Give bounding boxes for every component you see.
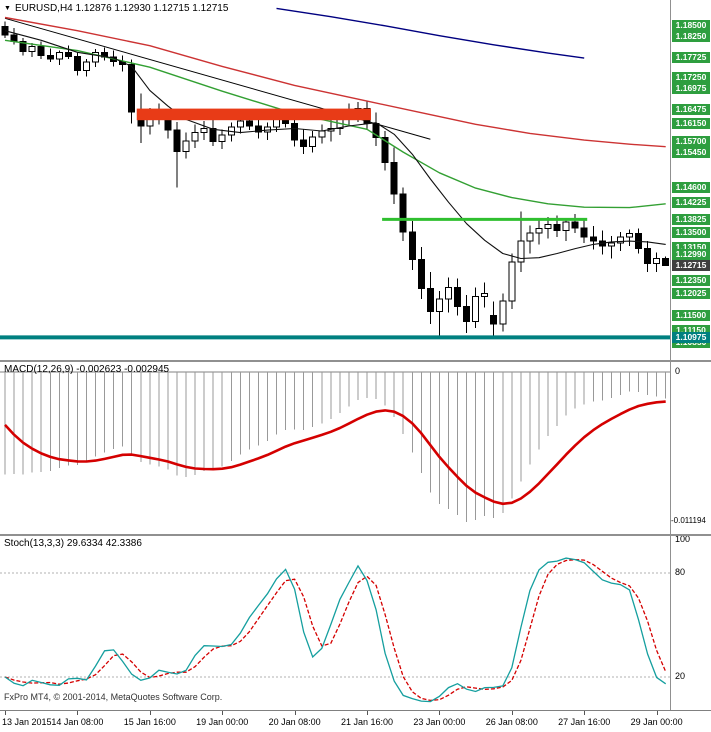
price-scale-label: 1.14225 xyxy=(672,197,710,209)
price-scale-label: 1.12990 xyxy=(672,248,710,260)
panel-splitter[interactable] xyxy=(0,534,711,536)
price-scale-label: 1.13150 xyxy=(672,241,710,253)
price-scale-label: 1.16975 xyxy=(672,83,710,95)
price-scale-divider xyxy=(670,0,671,710)
macd-panel: MACD(12,26,9) -0.002623 -0.002945 0 -0.0… xyxy=(0,362,711,534)
macd-scale-min: -0.011194 xyxy=(671,516,706,525)
time-axis-tick xyxy=(294,711,296,715)
time-axis-tick xyxy=(656,711,658,715)
price-scale-label: 1.15450 xyxy=(672,146,710,158)
price-chart-canvas[interactable] xyxy=(0,0,670,360)
time-axis-label: 29 Jan 00:00 xyxy=(630,717,683,727)
price-scale-label: 1.13500 xyxy=(672,227,710,239)
stochastic-canvas[interactable] xyxy=(0,536,670,710)
price-scale-label: 1.18250 xyxy=(672,30,710,42)
symbol-ohlc-text: EURUSD,H4 1.12876 1.12930 1.12715 1.1271… xyxy=(14,3,229,14)
time-axis-tick xyxy=(222,711,224,715)
time-axis-label: 26 Jan 08:00 xyxy=(485,717,538,727)
time-axis-tick xyxy=(439,711,441,715)
time-axis-tick xyxy=(367,711,368,715)
price-scale-label: 1.14600 xyxy=(672,181,710,193)
time-axis-label: 14 Jan 08:00 xyxy=(51,717,104,727)
time-axis-label: 19 Jan 00:00 xyxy=(196,717,249,727)
time-axis-label: 20 Jan 08:00 xyxy=(268,717,321,727)
price-scale-label: 1.12025 xyxy=(672,288,710,300)
chart-menu-marker-icon[interactable]: ▼ xyxy=(4,5,11,12)
price-scale-label: 1.16475 xyxy=(672,104,710,116)
price-scale-label: 1.16150 xyxy=(672,117,710,129)
stochastic-panel: Stoch(13,3,3) 29.6334 42.3386 100 80 20 … xyxy=(0,534,711,710)
level-price-label: 1.10975 xyxy=(672,331,710,343)
copyright-text: FxPro MT4, © 2001-2014, MetaQuotes Softw… xyxy=(4,692,223,702)
price-scale-label: 1.17725 xyxy=(672,52,710,64)
main-chart-panel: ▼ EURUSD,H4 1.12876 1.12930 1.12715 1.127… xyxy=(0,0,711,360)
time-axis-label: 23 Jan 00:00 xyxy=(413,717,466,727)
time-axis-label: 15 Jan 16:00 xyxy=(123,717,176,727)
price-scale-label: 1.15700 xyxy=(672,136,710,148)
stoch-scale-100: 100 xyxy=(675,534,691,544)
price-scale-label: 1.12350 xyxy=(672,275,710,286)
time-axis-tick xyxy=(511,711,513,715)
stoch-scale-80: 80 xyxy=(675,567,686,577)
time-axis-tick xyxy=(77,711,79,715)
stoch-scale-20: 20 xyxy=(675,671,686,681)
panel-splitter[interactable] xyxy=(0,360,711,362)
macd-scale-zero: 0 xyxy=(675,366,681,376)
chart-title: ▼ EURUSD,H4 1.12876 1.12930 1.12715 1.127… xyxy=(4,3,228,14)
price-scale-label: 1.13825 xyxy=(672,213,710,225)
time-axis-label: 13 Jan 2015 xyxy=(2,717,52,727)
price-scale-label: 1.11500 xyxy=(672,310,710,322)
price-scale[interactable]: 1.18500 1.18250 1.17725 1.17250 1.16975 1.164… xyxy=(0,0,711,360)
time-axis[interactable]: 13 Jan 2015 14 Jan 08:00 15 Jan 16:00 19 Ja… xyxy=(0,710,711,732)
macd-label: MACD(12,26,9) -0.002623 -0.002945 xyxy=(4,364,170,375)
current-price-label: 1.12715 xyxy=(672,259,710,271)
time-axis-label: 27 Jan 16:00 xyxy=(558,717,611,727)
time-axis-tick xyxy=(149,711,151,715)
time-axis-label: 21 Jan 16:00 xyxy=(340,717,394,727)
macd-canvas[interactable] xyxy=(0,362,670,534)
time-axis-tick xyxy=(584,711,586,715)
time-axis-tick xyxy=(5,711,6,715)
price-scale-label: 1.11150 xyxy=(672,324,710,336)
stochastic-label: Stoch(13,3,3) 29.6334 42.3386 xyxy=(4,538,142,549)
price-scale-label: 1.18500 xyxy=(672,20,710,32)
price-scale-label: 1.17250 xyxy=(672,72,710,83)
